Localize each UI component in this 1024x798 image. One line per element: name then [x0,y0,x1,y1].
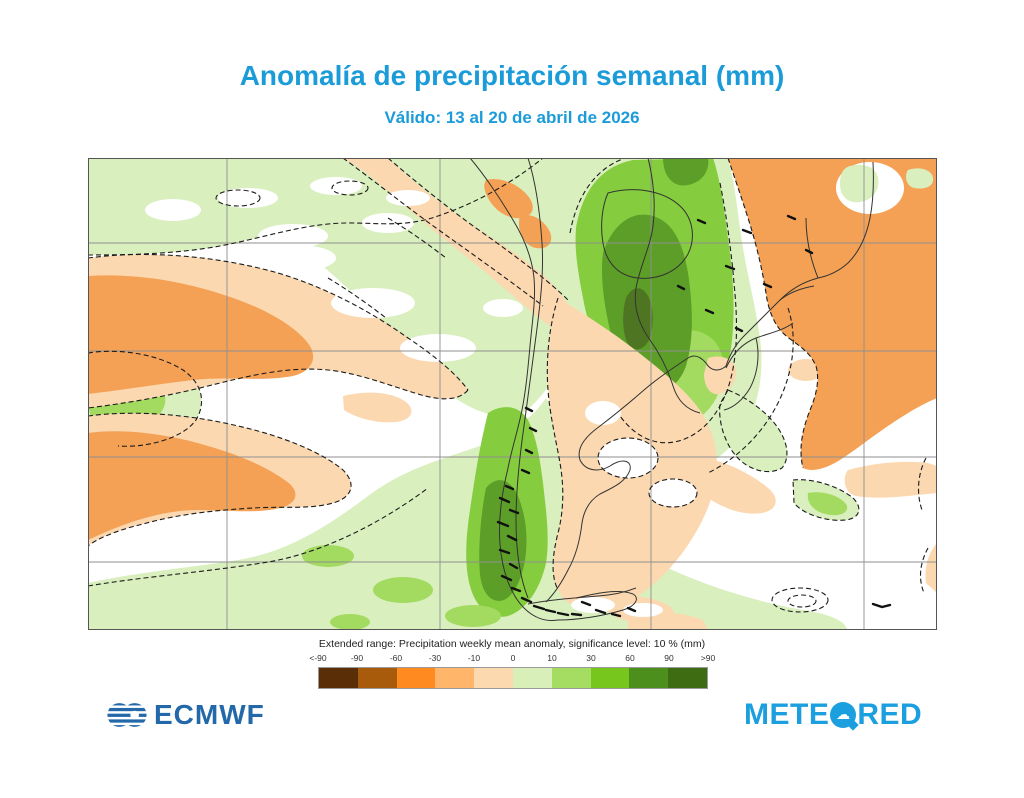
map-fill-regions [88,158,937,630]
legend-colorbar [318,667,708,689]
ecmwf-logo: ECMWF [106,697,265,733]
map-gridlines [88,158,937,630]
legend-swatch [435,668,475,688]
legend-swatch [551,668,591,688]
legend-tick: -10 [467,653,481,663]
map-frame [88,158,937,630]
meteored-wordmark-left: METE [744,698,830,731]
legend-tick: 30 [586,653,596,663]
legend-swatch [512,668,552,688]
legend-tick: 60 [625,653,635,663]
legend-tick: <-90 [309,653,327,663]
legend-swatch [319,668,358,688]
meteored-wordmark-right: RED [857,698,923,731]
map-coastlines [469,158,874,621]
legend-tick: -30 [428,653,442,663]
legend-tick: -90 [350,653,364,663]
anomaly-map-svg [88,158,937,630]
legend-swatch [668,668,707,688]
legend-swatch [357,668,397,688]
meteored-logo: METE ☁ RED [744,698,923,731]
map-terrain-speckles [496,214,892,618]
legend-tick: 90 [664,653,674,663]
page-title: Anomalía de precipitación semanal (mm) [239,60,785,91]
legend-tick: 10 [547,653,557,663]
valid-date-subtitle: Válido: 13 al 20 de abril de 2026 [384,108,640,127]
legend-swatch [396,668,436,688]
legend-tick: 0 [510,653,516,663]
legend-title: Extended range: Precipitation weekly mea… [318,638,706,650]
legend-tick: -60 [389,653,403,663]
meteored-cloud-bubble-icon: ☁ [830,702,860,731]
ecmwf-emblem-icon [106,703,148,727]
legend-swatch [474,668,513,688]
anomaly-map [88,158,937,630]
map-significance-contours [88,158,929,613]
legend-ticks: <-90 -90 -60 -30 -10 0 10 30 60 90 >90 [309,653,715,664]
ecmwf-wordmark: ECMWF [154,699,265,730]
legend-swatch [590,668,630,688]
legend-tick: >90 [700,653,716,663]
legend-swatch [629,668,669,688]
